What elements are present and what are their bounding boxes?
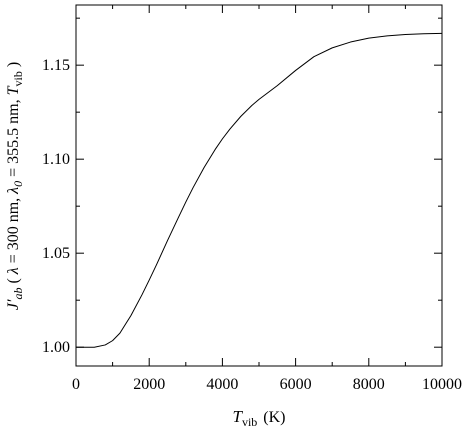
x-tick-label: 8000 (353, 376, 385, 393)
y-axis-title-group: J′ab ( λ = 300 nm, λ0 = 355.5 nm, Tvib ) (5, 62, 25, 310)
series-line (76, 32, 443, 348)
y-tick-label: 1.05 (42, 245, 70, 262)
x-axis-title: Tvib (K) (232, 407, 285, 429)
y-tick-label: 1.10 (42, 151, 70, 168)
y-tick-label: 1.15 (42, 57, 70, 74)
x-tick-label: 4000 (206, 376, 238, 393)
x-tick-label: 2000 (133, 376, 165, 393)
x-tick-label: 0 (72, 376, 80, 393)
x-tick-label: 10000 (422, 376, 462, 393)
y-tick-label: 1.00 (42, 339, 70, 356)
x-tick-label: 6000 (280, 376, 312, 393)
plot-frame (75, 4, 443, 367)
y-axis-title: J′ab ( λ = 300 nm, λ0 = 355.5 nm, Tvib ) (5, 62, 25, 310)
